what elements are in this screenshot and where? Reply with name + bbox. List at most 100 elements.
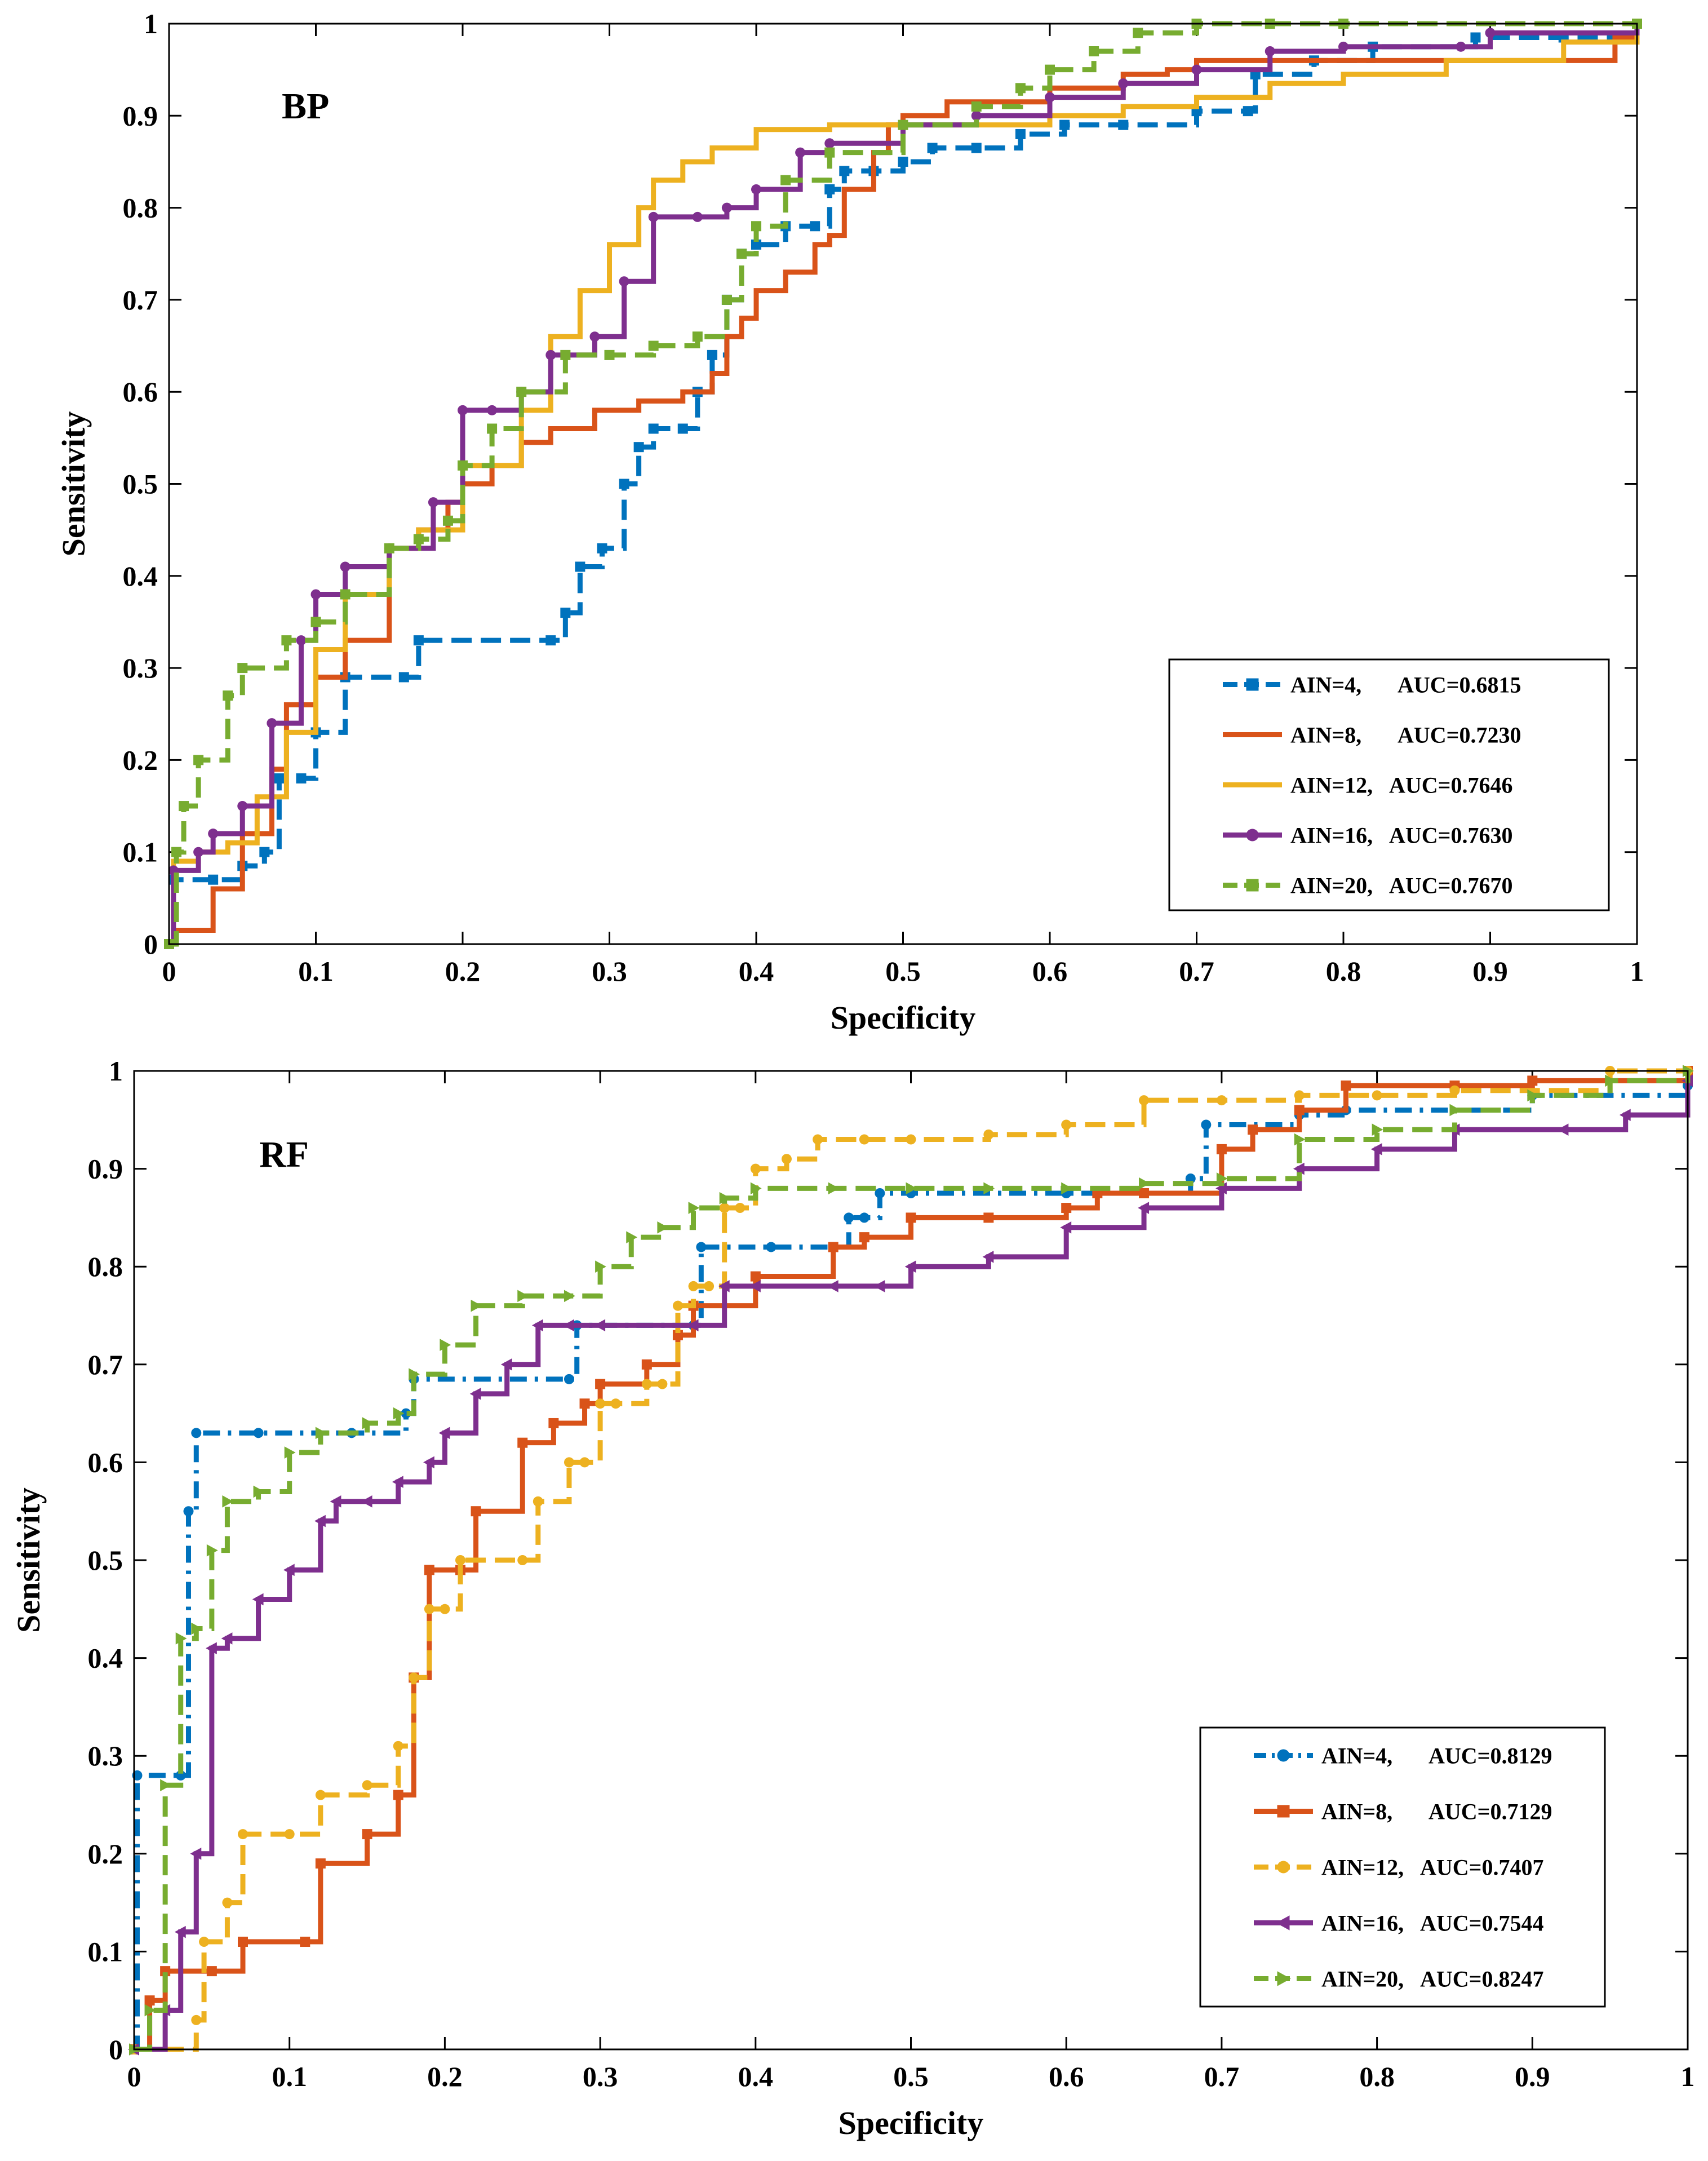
x-tick-label: 1 bbox=[1630, 955, 1644, 987]
data-point bbox=[144, 2004, 156, 2017]
data-point bbox=[1449, 1085, 1460, 1096]
legend-auc: AUC=0.7670 bbox=[1389, 873, 1512, 898]
legend-swatch-marker bbox=[1277, 1749, 1290, 1762]
data-point bbox=[175, 1632, 187, 1645]
data-point bbox=[517, 1437, 528, 1448]
data-point bbox=[1139, 1177, 1150, 1190]
x-tick-label: 0 bbox=[127, 2061, 141, 2092]
legend-label: AIN=20, bbox=[1321, 1967, 1404, 1992]
data-point bbox=[750, 1271, 761, 1282]
data-point bbox=[579, 1398, 590, 1409]
x-tick-label: 0.5 bbox=[885, 955, 921, 987]
x-tick-label: 0.4 bbox=[738, 2061, 774, 2092]
legend-swatch-marker bbox=[1277, 1971, 1291, 1986]
data-point bbox=[1449, 1104, 1461, 1117]
data-point bbox=[750, 1163, 761, 1174]
data-point bbox=[1060, 1221, 1072, 1234]
legend-label: AIN=4, bbox=[1321, 1743, 1392, 1769]
data-point bbox=[564, 1374, 574, 1384]
legend: AIN=4, AUC=0.8129 AIN=8, AUC=0.7129 AIN=12, A… bbox=[1199, 1726, 1606, 2008]
data-point bbox=[687, 1319, 699, 1332]
data-point bbox=[1557, 1123, 1569, 1136]
y-tick-label: 0.4 bbox=[123, 560, 158, 592]
data-point bbox=[688, 1281, 699, 1291]
data-point bbox=[252, 1593, 264, 1606]
data-point bbox=[284, 1829, 295, 1840]
x-tick-label: 0.9 bbox=[1472, 955, 1508, 987]
data-point bbox=[1138, 1202, 1150, 1214]
x-tick-label: 0.4 bbox=[739, 955, 774, 987]
data-point bbox=[595, 1398, 606, 1409]
data-point bbox=[1338, 41, 1348, 52]
data-point bbox=[657, 1221, 669, 1234]
data-point bbox=[315, 1427, 327, 1440]
legend-auc: AUC=0.7129 bbox=[1428, 1799, 1552, 1825]
data-point bbox=[183, 1506, 194, 1517]
y-tick-label: 1 bbox=[109, 1055, 123, 1087]
data-point bbox=[315, 1790, 326, 1800]
data-point bbox=[1061, 1203, 1072, 1214]
data-point bbox=[595, 1379, 606, 1389]
data-point bbox=[906, 1182, 917, 1195]
data-point bbox=[144, 1995, 155, 2006]
data-point bbox=[927, 143, 938, 153]
data-point bbox=[315, 1858, 326, 1869]
data-point bbox=[532, 1319, 543, 1332]
data-point bbox=[982, 1251, 994, 1263]
data-point bbox=[810, 221, 820, 232]
data-point bbox=[719, 1203, 730, 1214]
data-point bbox=[174, 1925, 186, 1938]
data-point bbox=[222, 1897, 233, 1908]
data-point bbox=[442, 515, 453, 526]
panel-title: RF bbox=[259, 1134, 309, 1175]
x-tick-label: 0.3 bbox=[583, 2061, 618, 2092]
data-point bbox=[545, 349, 556, 360]
data-point bbox=[1372, 1090, 1382, 1101]
data-point bbox=[471, 1299, 482, 1312]
data-point bbox=[487, 423, 498, 434]
x-tick-label: 0.1 bbox=[272, 2061, 307, 2092]
data-point bbox=[813, 1134, 823, 1145]
legend-label: AIN=8, bbox=[1321, 1799, 1392, 1825]
x-tick-label: 0.6 bbox=[1032, 955, 1068, 987]
data-point bbox=[253, 1485, 265, 1498]
data-point bbox=[971, 101, 982, 112]
data-point bbox=[1045, 92, 1055, 103]
x-tick-label: 0.1 bbox=[298, 955, 334, 987]
data-point bbox=[657, 1379, 668, 1389]
y-tick-label: 0.1 bbox=[123, 836, 158, 868]
data-point bbox=[362, 1780, 372, 1791]
chart-panel-bp: 0 0.1 0.2 0.3 0.4 0.5 0.6 0.7 0.8 0.9 1 0 0.1 0.2 0.3 0… bbox=[55, 8, 1644, 1036]
y-tick-label: 0.3 bbox=[88, 1740, 123, 1772]
y-tick-label: 0.2 bbox=[88, 1838, 123, 1870]
y-tick-label: 0.5 bbox=[123, 468, 158, 500]
data-point bbox=[440, 1604, 450, 1614]
data-point bbox=[1605, 1074, 1616, 1087]
data-point bbox=[906, 1212, 916, 1223]
data-point bbox=[253, 1428, 264, 1438]
data-point bbox=[781, 1154, 792, 1164]
x-tick-label: 0.7 bbox=[1204, 2061, 1240, 2092]
y-tick-label: 0.6 bbox=[88, 1446, 123, 1478]
data-point bbox=[221, 1632, 233, 1645]
data-point bbox=[1015, 129, 1026, 139]
legend-auc: AUC=0.7630 bbox=[1389, 823, 1512, 848]
data-point bbox=[310, 617, 321, 627]
series-ain-16 bbox=[164, 19, 1642, 949]
data-point bbox=[517, 1290, 529, 1303]
chart-panel-rf: 0 0.1 0.2 0.3 0.4 0.5 0.6 0.7 0.8 0.9 1 0 0.1 0.2 0.3 0… bbox=[10, 1055, 1695, 2141]
data-point bbox=[517, 1555, 528, 1565]
data-point bbox=[191, 1428, 202, 1438]
y-tick-label: 0.7 bbox=[88, 1349, 123, 1380]
x-tick-label: 0.9 bbox=[1515, 2061, 1550, 2092]
data-point bbox=[626, 1231, 638, 1243]
x-axis-label: Specificity bbox=[831, 999, 976, 1036]
data-point bbox=[516, 387, 527, 397]
plot-frame bbox=[168, 23, 1638, 945]
data-point bbox=[300, 1937, 310, 1947]
data-point bbox=[560, 349, 571, 360]
data-point bbox=[718, 1280, 730, 1292]
y-tick-label: 1 bbox=[144, 8, 158, 39]
data-point bbox=[704, 1281, 715, 1291]
data-point bbox=[1248, 1124, 1258, 1135]
